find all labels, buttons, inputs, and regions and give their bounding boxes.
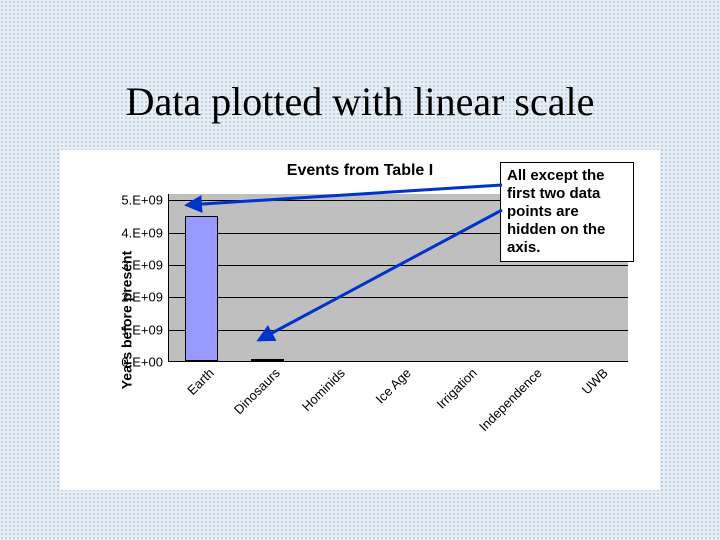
chart-xtick-label: Irrigation [430, 362, 479, 411]
slide-title: Data plotted with linear scale [0, 78, 720, 125]
chart-ytick-label: 2.E+09 [121, 290, 169, 305]
chart-bar [251, 359, 284, 361]
chart-xtick-label: Hominids [296, 362, 348, 414]
chart-gridline [169, 297, 628, 298]
chart-gridline [169, 330, 628, 331]
chart-ytick-label: 1.E+09 [121, 322, 169, 337]
chart-xtick-label: Earth [181, 362, 216, 397]
chart-xtick-label: Dinosaurs [228, 362, 283, 417]
chart-ytick-label: 5.E+09 [121, 193, 169, 208]
chart-bar [185, 216, 218, 361]
chart-gridline [169, 265, 628, 266]
chart-xtick-label: Independence [474, 362, 546, 434]
chart-ytick-label: 0.E+00 [121, 355, 169, 370]
chart-xtick-label: UWB [576, 362, 611, 397]
callout-box: All except the first two data points are… [500, 162, 634, 262]
chart-ytick-label: 4.E+09 [121, 225, 169, 240]
chart-xtick-label: Ice Age [370, 362, 414, 406]
chart-ytick-label: 3.E+09 [121, 258, 169, 273]
